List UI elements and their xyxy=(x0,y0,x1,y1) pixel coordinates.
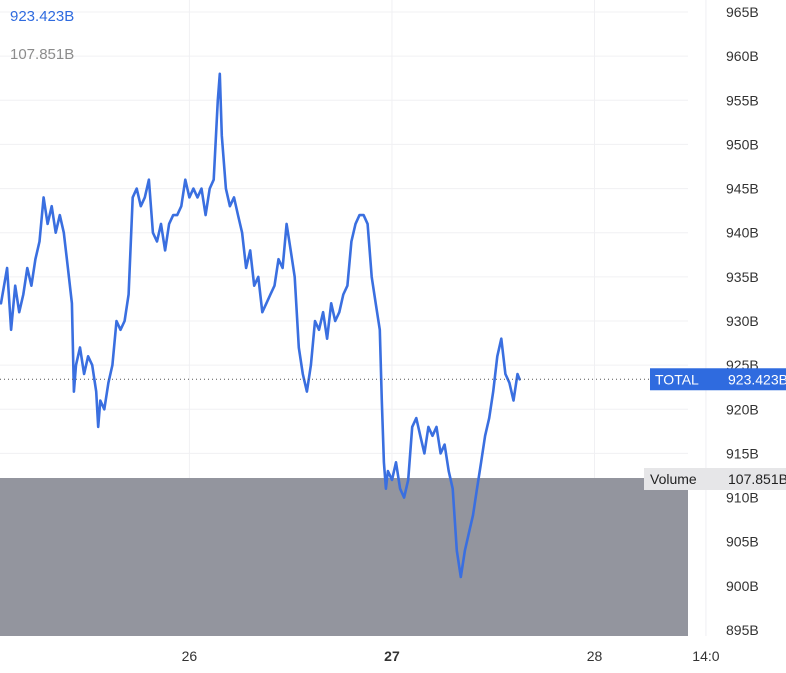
volume-layer xyxy=(0,478,688,636)
volume-tag-bg xyxy=(644,468,786,490)
y-tick-label: 940B xyxy=(726,225,759,241)
total-series-line xyxy=(0,72,521,579)
price-tags: TOTAL 923.423B Volume 107.851B xyxy=(644,368,786,490)
y-tick-label: 965B xyxy=(726,4,759,20)
legend-total-value: 923.423B xyxy=(10,8,75,25)
x-tick-label: 14:0 xyxy=(692,648,719,664)
x-axis: 26 27 28 14:0 xyxy=(182,648,720,664)
x-tick-label: 27 xyxy=(384,648,400,664)
volume-tag-name: Volume xyxy=(650,471,697,487)
y-tick-label: 950B xyxy=(726,136,759,152)
y-tick-label: 910B xyxy=(726,490,759,506)
y-tick-label: 905B xyxy=(726,534,759,550)
y-axis: 965B960B955B950B945B940B935B930B925B920B… xyxy=(726,4,759,638)
y-tick-label: 935B xyxy=(726,269,759,285)
volume-area xyxy=(0,478,688,636)
total-tag-bg xyxy=(650,368,786,391)
total-tag-name: TOTAL xyxy=(655,371,699,387)
y-tick-label: 900B xyxy=(726,578,759,594)
y-tick-label: 955B xyxy=(726,92,759,108)
y-tick-label: 895B xyxy=(726,622,759,638)
x-tick-label: 28 xyxy=(587,648,603,664)
line-layer xyxy=(0,72,650,579)
total-tag-value: 923.423B xyxy=(728,371,786,387)
volume-tag-value: 107.851B xyxy=(728,471,786,487)
y-tick-label: 960B xyxy=(726,48,759,64)
y-tick-label: 920B xyxy=(726,401,759,417)
legend-volume-value: 107.851B xyxy=(10,46,75,63)
x-tick-label: 26 xyxy=(182,648,198,664)
y-tick-label: 915B xyxy=(726,445,759,461)
y-tick-label: 945B xyxy=(726,181,759,197)
y-tick-label: 930B xyxy=(726,313,759,329)
